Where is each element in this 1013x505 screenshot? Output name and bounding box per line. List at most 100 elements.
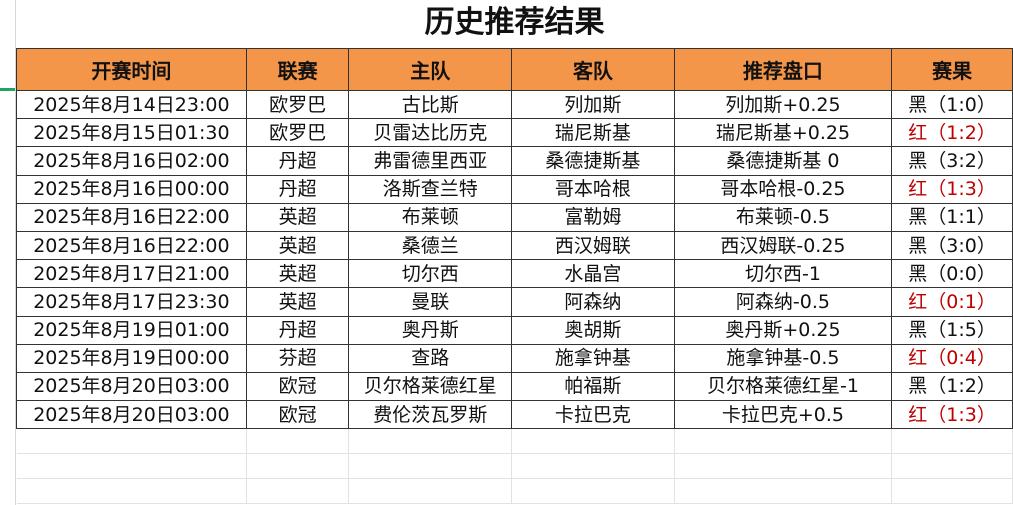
cell-away[interactable]: 施拿钟基 (511, 343, 675, 373)
cell-league[interactable]: 欧罗巴 (245, 118, 350, 148)
cell-league[interactable]: 欧罗巴 (245, 89, 350, 120)
empty-cell[interactable] (891, 453, 1013, 480)
cell-time[interactable]: 2025年8月20日03:00 (16, 400, 247, 430)
column-header-home[interactable]: 主队 (348, 48, 513, 91)
empty-cell[interactable] (246, 478, 350, 505)
cell-result[interactable]: 红（1:3） (891, 174, 1013, 204)
cell-away[interactable]: 卡拉巴克 (511, 400, 675, 430)
cell-time[interactable]: 2025年8月15日01:30 (16, 118, 247, 148)
cell-home[interactable]: 古比斯 (348, 89, 513, 120)
cell-pick[interactable]: 瑞尼斯基+0.25 (673, 118, 893, 148)
empty-cell[interactable] (348, 478, 513, 505)
cell-league[interactable]: 丹超 (245, 146, 350, 176)
cell-pick[interactable]: 卡拉巴克+0.5 (673, 400, 893, 430)
cell-away[interactable]: 奥胡斯 (511, 315, 675, 345)
table-row: 2025年8月20日03:00 欧冠 贝尔格莱德红星 帕福斯 贝尔格莱德红星-1 黑（1:… (16, 371, 1013, 402)
cell-time[interactable]: 2025年8月17日21:00 (16, 259, 247, 289)
cell-home[interactable]: 查路 (348, 343, 513, 373)
empty-cell[interactable] (674, 478, 893, 505)
cell-pick[interactable]: 切尔西-1 (673, 259, 893, 289)
cell-result[interactable]: 黑（0:0） (891, 259, 1013, 289)
cell-league[interactable]: 英超 (245, 259, 350, 289)
cell-away[interactable]: 桑德捷斯基 (511, 146, 675, 176)
cell-time[interactable]: 2025年8月16日22:00 (16, 202, 247, 232)
cell-pick[interactable]: 列加斯+0.25 (673, 89, 893, 120)
cell-pick[interactable]: 布莱顿-0.5 (673, 202, 893, 232)
cell-time[interactable]: 2025年8月16日22:00 (16, 230, 247, 261)
cell-pick[interactable]: 阿森纳-0.5 (673, 287, 893, 317)
cell-time[interactable]: 2025年8月19日01:00 (16, 315, 247, 345)
cell-home[interactable]: 费伦茨瓦罗斯 (348, 400, 513, 430)
cell-home[interactable]: 桑德兰 (348, 230, 513, 261)
cell-away[interactable]: 富勒姆 (511, 202, 675, 232)
cell-result[interactable]: 黑（1:5） (891, 315, 1013, 345)
cell-time[interactable]: 2025年8月19日00:00 (16, 343, 247, 373)
empty-cell[interactable] (511, 453, 675, 480)
cell-home[interactable]: 洛斯查兰特 (348, 174, 513, 204)
cell-result[interactable]: 红（0:4） (891, 343, 1013, 373)
empty-cell[interactable] (246, 453, 350, 480)
empty-cell[interactable] (348, 428, 513, 455)
cell-time[interactable]: 2025年8月14日23:00 (16, 89, 247, 120)
sheet-title: 历史推荐结果 (424, 5, 605, 40)
cell-time[interactable]: 2025年8月20日03:00 (16, 371, 247, 402)
cell-result[interactable]: 黑（1:2） (891, 371, 1013, 402)
cell-pick[interactable]: 西汉姆联-0.25 (673, 230, 893, 261)
empty-cell[interactable] (511, 428, 675, 455)
table-row: 2025年8月14日23:00 欧罗巴 古比斯 列加斯 列加斯+0.25 黑（1:0） (16, 89, 1013, 120)
cell-result[interactable]: 红（1:2） (891, 118, 1013, 148)
column-header-time[interactable]: 开赛时间 (16, 48, 247, 91)
cell-home[interactable]: 曼联 (348, 287, 513, 317)
cell-result[interactable]: 黑（3:0） (891, 230, 1013, 261)
cell-away[interactable]: 水晶宫 (511, 259, 675, 289)
cell-away[interactable]: 瑞尼斯基 (511, 118, 675, 148)
cell-result[interactable]: 黑（1:1） (891, 202, 1013, 232)
cell-home[interactable]: 弗雷德里西亚 (348, 146, 513, 176)
cell-league[interactable]: 欧冠 (245, 371, 350, 402)
empty-cell[interactable] (674, 428, 893, 455)
empty-cell[interactable] (348, 453, 513, 480)
empty-cell[interactable] (16, 428, 247, 455)
empty-cell[interactable] (511, 478, 675, 505)
cell-result[interactable]: 黑（3:2） (891, 146, 1013, 176)
cell-result[interactable]: 红（1:3） (891, 400, 1013, 430)
cell-league[interactable]: 欧冠 (245, 400, 350, 430)
cell-home[interactable]: 贝尔格莱德红星 (348, 371, 513, 402)
cell-home[interactable]: 切尔西 (348, 259, 513, 289)
cell-league[interactable]: 英超 (245, 287, 350, 317)
cell-pick[interactable]: 施拿钟基-0.5 (673, 343, 893, 373)
table-row: 2025年8月19日01:00 丹超 奥丹斯 奥胡斯 奥丹斯+0.25 黑（1:5） (16, 315, 1013, 345)
cell-away[interactable]: 列加斯 (511, 89, 675, 120)
cell-league[interactable]: 英超 (245, 230, 350, 261)
cell-league[interactable]: 英超 (245, 202, 350, 232)
empty-cell[interactable] (246, 428, 350, 455)
cell-time[interactable]: 2025年8月16日02:00 (16, 146, 247, 176)
cell-away[interactable]: 帕福斯 (511, 371, 675, 402)
empty-cell[interactable] (891, 478, 1013, 505)
column-header-away[interactable]: 客队 (511, 48, 675, 91)
column-header-result[interactable]: 赛果 (891, 48, 1013, 91)
empty-cell[interactable] (16, 478, 247, 505)
cell-pick[interactable]: 哥本哈根-0.25 (673, 174, 893, 204)
empty-cell[interactable] (674, 453, 893, 480)
column-header-pick[interactable]: 推荐盘口 (673, 48, 893, 91)
empty-cell[interactable] (16, 453, 247, 480)
cell-result[interactable]: 红（0:1） (891, 287, 1013, 317)
cell-time[interactable]: 2025年8月17日23:30 (16, 287, 247, 317)
cell-pick[interactable]: 奥丹斯+0.25 (673, 315, 893, 345)
cell-league[interactable]: 芬超 (245, 343, 350, 373)
cell-pick[interactable]: 贝尔格莱德红星-1 (673, 371, 893, 402)
column-header-league[interactable]: 联赛 (245, 48, 350, 91)
empty-cell[interactable] (891, 428, 1013, 455)
cell-league[interactable]: 丹超 (245, 174, 350, 204)
cell-time[interactable]: 2025年8月16日00:00 (16, 174, 247, 204)
cell-league[interactable]: 丹超 (245, 315, 350, 345)
cell-away[interactable]: 哥本哈根 (511, 174, 675, 204)
cell-home[interactable]: 布莱顿 (348, 202, 513, 232)
cell-home[interactable]: 贝雷达比历克 (348, 118, 513, 148)
cell-away[interactable]: 阿森纳 (511, 287, 675, 317)
cell-pick[interactable]: 桑德捷斯基 0 (673, 146, 893, 176)
cell-away[interactable]: 西汉姆联 (511, 230, 675, 261)
cell-result[interactable]: 黑（1:0） (891, 89, 1013, 120)
cell-home[interactable]: 奥丹斯 (348, 315, 513, 345)
